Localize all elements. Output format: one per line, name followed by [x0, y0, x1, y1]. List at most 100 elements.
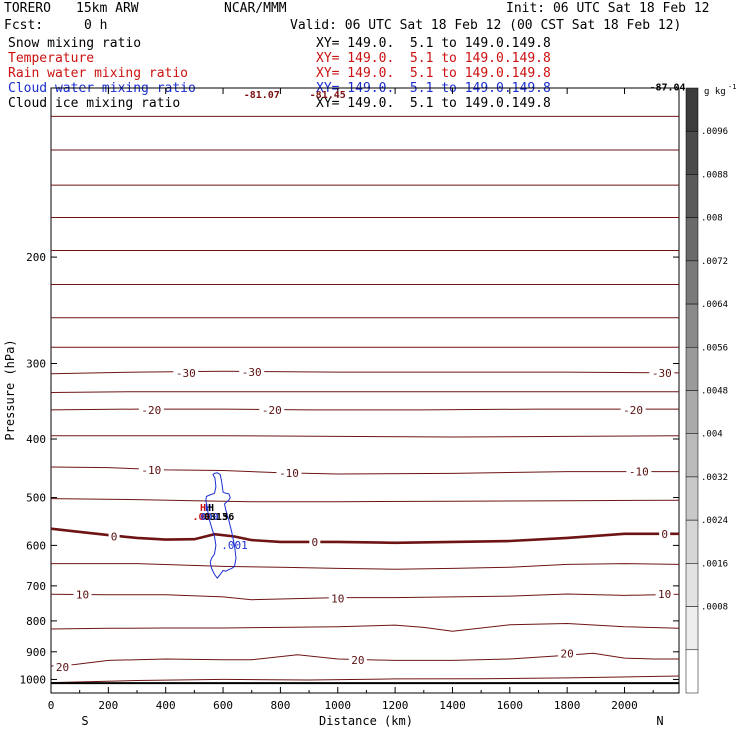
- x-axis-title: Distance (km): [319, 714, 413, 728]
- field-name-snow: Snow mixing ratio: [8, 36, 142, 51]
- isotherm-label-bg: [649, 366, 675, 379]
- isotherm-label: -30: [176, 367, 196, 380]
- cloud-water-contour: [205, 472, 237, 580]
- y-tick-label: 700: [26, 580, 46, 593]
- isotherm-line: [50, 593, 680, 601]
- isotherm-label: 0: [661, 528, 668, 541]
- isotherm-label: 0: [312, 536, 319, 549]
- isotherm-label-bg: [309, 535, 321, 548]
- isotherm-label: -30: [242, 366, 262, 379]
- colorbar-tick-label: .0016: [701, 559, 728, 569]
- isotherm-label-bg: [276, 466, 302, 479]
- isotherm-label-bg: [348, 653, 367, 666]
- isotherm-label-bg: [626, 465, 652, 478]
- colorbar-tick-label: .0072: [701, 257, 728, 267]
- colorbar-unit: g kg: [704, 87, 726, 97]
- isotherm-label-bg: [73, 588, 92, 601]
- isotherm-label-bg: [620, 403, 646, 416]
- field-xy-temperature: XY= 149.0. 5.1 to 149.0.149.8: [316, 51, 551, 66]
- x-tick-label: 400: [156, 699, 176, 712]
- isotherm-label-bg: [655, 587, 674, 600]
- x-tick-label: 200: [98, 699, 118, 712]
- cloud-water-label: .001: [221, 539, 248, 552]
- y-tick-label: 400: [26, 433, 46, 446]
- isotherm-label: -30: [652, 367, 672, 380]
- y-tick-label: 600: [26, 539, 46, 552]
- field-xy-cloud-ice: XY= 149.0. 5.1 to 149.0.149.8: [316, 96, 551, 111]
- colorbar-tick-label: .004: [701, 430, 723, 440]
- forecast-value: 0 h: [84, 18, 108, 33]
- x-axis-right-end: N: [656, 714, 663, 728]
- contour-line: [50, 391, 679, 393]
- isotherm-label: -20: [262, 404, 282, 417]
- x-tick-label: 600: [213, 699, 233, 712]
- colorbar-swatch: [685, 87, 699, 132]
- contour-layer: [50, 115, 680, 685]
- valid-time: Valid: 06 UTC Sat 18 Feb 12 (00 CST Sat …: [290, 18, 682, 33]
- colorbar-tick-label: .0032: [701, 473, 728, 483]
- y-axis-title: Pressure (hPa): [3, 339, 17, 440]
- forecast-label: Fcst:: [4, 18, 44, 33]
- model-name: TORERO: [4, 1, 51, 16]
- y-tick-label: 1000: [20, 673, 47, 686]
- colorbar-swatch: [685, 174, 699, 218]
- isotherm-line: [50, 408, 679, 411]
- isotherm-label: 20: [561, 647, 574, 660]
- isotherm-label: 0: [111, 530, 118, 543]
- colorbar-tick-label: .0008: [701, 603, 728, 613]
- x-axis-left-end: S: [81, 714, 88, 728]
- isotherm-label: 10: [76, 588, 89, 601]
- isotherm-label-bg: [328, 592, 347, 605]
- y-tick-label: 200: [26, 251, 46, 264]
- contour-line: [51, 435, 680, 438]
- value-label: -81.07: [244, 90, 280, 101]
- contour-line: [50, 498, 680, 503]
- colorbar-tick-label: .0048: [701, 387, 728, 397]
- x-tick-label: 2000: [611, 699, 638, 712]
- axes-layer: 0 200 400 600 800 1000 1200 1400 1600 1800 2000200…: [20, 88, 679, 712]
- value-label: -87.04: [649, 82, 685, 93]
- isotherm-line: [50, 527, 679, 545]
- colorbar-swatch: [685, 217, 699, 262]
- isotherm-label: -10: [279, 467, 299, 480]
- colorbar-swatch: [685, 303, 699, 348]
- colorbar-swatch: [685, 563, 699, 607]
- isotherm-label: -20: [141, 404, 161, 417]
- value-label: .00: [193, 512, 211, 523]
- value-label: 56: [222, 512, 234, 523]
- colorbar-tick-label: .0088: [701, 170, 728, 180]
- isotherm-label-bg: [53, 660, 72, 673]
- isotherm-label: 20: [56, 661, 69, 674]
- y-tick-label: 800: [26, 615, 46, 628]
- colorbar-swatch: [685, 130, 699, 175]
- colorbar-swatch: [685, 390, 699, 434]
- isotherm-label-bg: [239, 366, 265, 379]
- isotherm-label-bg: [558, 647, 577, 660]
- field-name-temperature: Temperature: [8, 51, 95, 66]
- value-label: H: [200, 503, 206, 514]
- model-resolution: 15km ARW: [76, 1, 139, 16]
- colorbar-tick-label: .008: [701, 214, 723, 224]
- value-label: -81.45: [310, 90, 346, 101]
- x-tick-label: 800: [270, 699, 290, 712]
- plot-frame: [50, 87, 680, 694]
- field-xy-rain: XY= 149.0. 5.1 to 149.0.149.8: [316, 66, 551, 81]
- colorbar-swatch: [685, 433, 699, 478]
- x-tick-label: 1200: [382, 699, 409, 712]
- colorbar-swatch: [685, 260, 699, 305]
- colorbar-unit-exponent: -1: [728, 83, 736, 91]
- isotherm-label-bg: [138, 403, 164, 416]
- colorbar-swatch: [685, 649, 699, 694]
- value-label: H: [205, 503, 211, 514]
- isotherm-line: [50, 370, 680, 375]
- isotherm-label: 10: [658, 588, 671, 601]
- colorbar: .0096 .0088 .008 .0072 .0064 .0056 .0048 .004 .0…: [685, 87, 728, 694]
- isotherm-label: 20: [351, 654, 364, 667]
- y-tick-label: 500: [26, 492, 46, 505]
- x-tick-label: 1600: [497, 699, 524, 712]
- contour-line: [51, 563, 680, 570]
- isotherm-label-bg: [259, 403, 285, 416]
- isotherm-label-bg: [173, 366, 199, 379]
- colorbar-swatch: [685, 606, 699, 651]
